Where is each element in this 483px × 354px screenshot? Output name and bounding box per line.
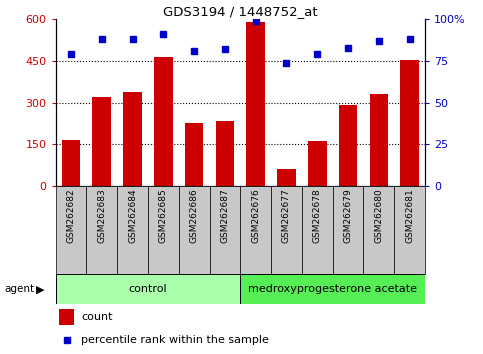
Text: GSM262686: GSM262686 <box>190 188 199 243</box>
Bar <box>302 186 333 274</box>
Bar <box>271 186 302 274</box>
Text: GSM262677: GSM262677 <box>282 188 291 243</box>
Bar <box>364 186 394 274</box>
Bar <box>62 140 80 186</box>
Bar <box>339 105 357 186</box>
Bar <box>308 142 327 186</box>
Text: GSM262683: GSM262683 <box>97 188 106 243</box>
Bar <box>215 121 234 186</box>
Text: GSM262684: GSM262684 <box>128 188 137 243</box>
Bar <box>240 186 271 274</box>
Title: GDS3194 / 1448752_at: GDS3194 / 1448752_at <box>163 5 318 18</box>
Text: agent: agent <box>5 284 35 295</box>
Text: percentile rank within the sample: percentile rank within the sample <box>82 335 270 346</box>
Text: GSM262679: GSM262679 <box>343 188 353 243</box>
Bar <box>369 95 388 186</box>
Bar <box>59 309 74 325</box>
Text: GSM262678: GSM262678 <box>313 188 322 243</box>
Text: count: count <box>82 312 113 322</box>
Text: GSM262680: GSM262680 <box>374 188 384 243</box>
Text: GSM262687: GSM262687 <box>220 188 229 243</box>
Text: medroxyprogesterone acetate: medroxyprogesterone acetate <box>248 284 417 295</box>
Text: GSM262681: GSM262681 <box>405 188 414 243</box>
Bar <box>333 186 364 274</box>
Bar <box>400 60 419 186</box>
Bar <box>277 169 296 186</box>
Text: GSM262685: GSM262685 <box>159 188 168 243</box>
Bar <box>246 22 265 186</box>
Bar <box>394 186 425 274</box>
Bar <box>240 274 425 304</box>
Bar <box>148 186 179 274</box>
Bar <box>179 186 210 274</box>
Bar <box>86 186 117 274</box>
Bar <box>56 274 241 304</box>
Bar <box>185 124 203 186</box>
Text: ▶: ▶ <box>36 284 45 295</box>
Text: control: control <box>128 284 167 295</box>
Bar <box>123 92 142 186</box>
Bar <box>117 186 148 274</box>
Bar <box>56 186 86 274</box>
Text: GSM262682: GSM262682 <box>67 188 75 243</box>
Bar <box>92 97 111 186</box>
Text: GSM262676: GSM262676 <box>251 188 260 243</box>
Bar <box>154 57 172 186</box>
Bar <box>210 186 240 274</box>
